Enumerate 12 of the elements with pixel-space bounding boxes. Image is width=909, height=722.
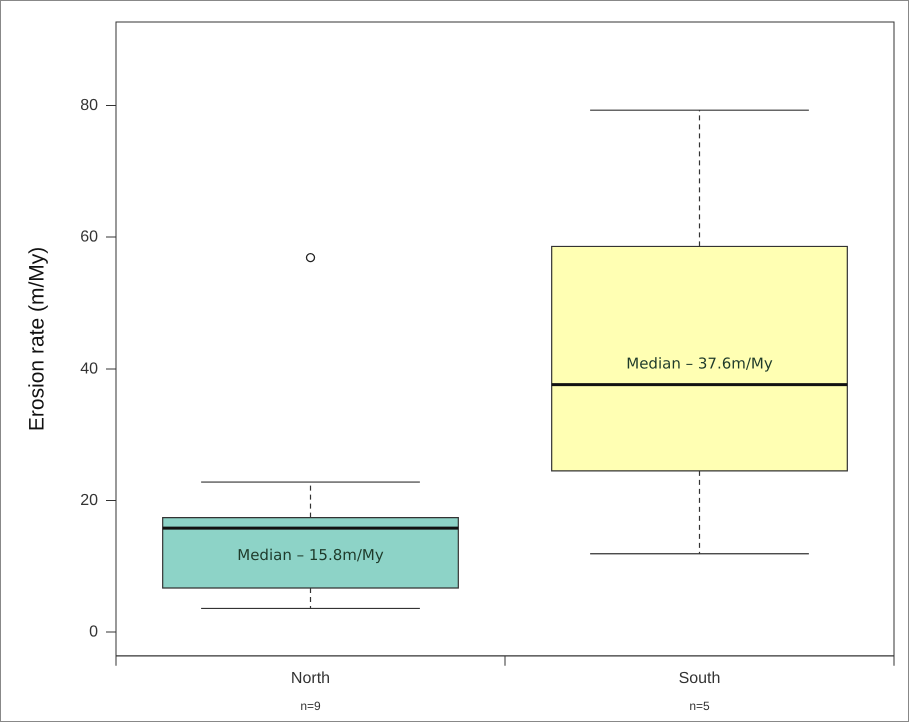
y-tick-label: 40 [80,360,98,378]
text: n=9 [300,699,321,714]
x-tick-label: South [678,670,720,687]
y-tick-label: 60 [80,228,98,246]
text: n=5 [689,699,710,714]
y-tick-label: 0 [89,624,98,641]
y-tick-label: 80 [80,96,98,114]
y-tick-label: 20 [80,492,98,509]
annotation: Median – 37.6m/My [626,354,773,373]
annotation: Median – 15.8m/My [237,546,384,564]
x-tick-label: North [290,670,330,687]
y-axis-title: Erosion rate (m/My) [25,246,48,432]
